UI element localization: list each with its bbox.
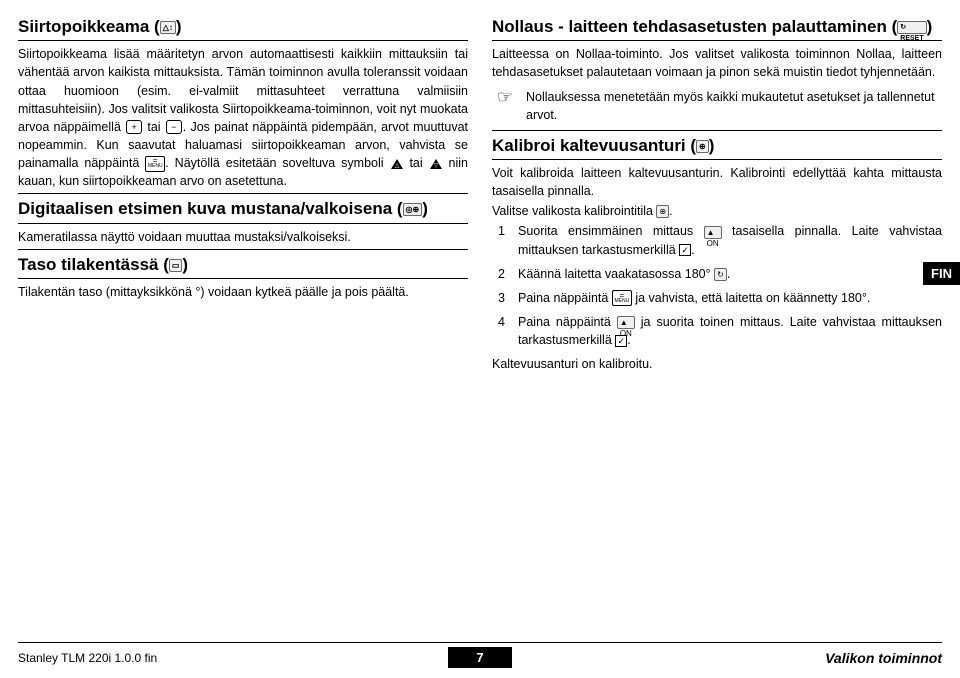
rotate-icon: ↻ bbox=[714, 268, 727, 281]
check-icon: ✓ bbox=[679, 244, 691, 256]
footer-right: Valikon toiminnot bbox=[512, 650, 942, 666]
step-text-2: Käännä laitetta vaakatasossa 180° ↻. bbox=[518, 265, 942, 283]
heading-digital: Digitaalisen etsimen kuva mustana/valkoi… bbox=[18, 198, 468, 219]
step-num-2: 2 bbox=[498, 265, 518, 283]
para-taso: Tilakentän taso (mittayksikkönä °) voida… bbox=[18, 283, 468, 301]
content-area: Siirtopoikkeama (△↕) Siirtopoikkeama lis… bbox=[0, 0, 960, 375]
h1a: Nollaus - laitteen tehdasasetusten palau… bbox=[492, 17, 897, 36]
camera-icon: ◎⊕ bbox=[403, 203, 423, 216]
s3a: Paina näppäintä bbox=[518, 291, 612, 305]
para-siirtopoikkeama: Siirtopoikkeama lisää määritetyn arvon a… bbox=[18, 45, 468, 190]
level-icon: ▭ bbox=[169, 259, 183, 272]
footer-bar: Stanley TLM 220i 1.0.0 fin 7 Valikon toi… bbox=[0, 643, 960, 678]
h2r-end: ) bbox=[709, 136, 715, 155]
h1-text: Siirtopoikkeama ( bbox=[18, 17, 160, 36]
para-nollaus: Laitteessa on Nollaa-toiminto. Jos valit… bbox=[492, 45, 942, 81]
p3b: . bbox=[669, 204, 672, 218]
rule-r1 bbox=[492, 40, 942, 41]
step-text-3: Paina näppäintä =MENU ja vahvista, että … bbox=[518, 289, 942, 307]
minus-button-icon: − bbox=[166, 120, 182, 134]
cal-mode-icon: ⊕ bbox=[656, 205, 669, 218]
rule5 bbox=[18, 278, 468, 279]
svg-text:△: △ bbox=[394, 163, 399, 169]
s3b: ja vahvista, että laitetta on käännetty … bbox=[632, 291, 870, 305]
step-2: 2 Käännä laitetta vaakatasossa 180° ↻. bbox=[498, 265, 942, 283]
s4c: . bbox=[627, 333, 630, 347]
rule bbox=[18, 40, 468, 41]
heading-taso: Taso tilakentässä (▭) bbox=[18, 254, 468, 275]
para-kalibroitu: Kaltevuusanturi on kalibroitu. bbox=[492, 355, 942, 373]
triangle-down-icon: ▽ bbox=[429, 158, 443, 170]
h3-end: ) bbox=[182, 255, 188, 274]
left-column: Siirtopoikkeama (△↕) Siirtopoikkeama lis… bbox=[18, 12, 468, 375]
heading-siirtopoikkeama: Siirtopoikkeama (△↕) bbox=[18, 16, 468, 37]
offset-icon: △↕ bbox=[160, 21, 176, 34]
s4a: Paina näppäintä bbox=[518, 315, 617, 329]
step-num-1: 1 bbox=[498, 222, 518, 258]
check-icon-2: ✓ bbox=[615, 335, 627, 347]
rule4 bbox=[18, 249, 468, 250]
step-text-1: Suorita ensimmäinen mittaus ▲ON tasaisel… bbox=[518, 222, 942, 258]
para-digital: Kameratilassa näyttö voidaan muuttaa mus… bbox=[18, 228, 468, 246]
rule-r2 bbox=[492, 130, 942, 131]
h1b: ) bbox=[927, 17, 933, 36]
p1c: . Näytöllä esitetään soveltuva symboli bbox=[165, 156, 389, 170]
p3a: Valitse valikosta kalibrointitila bbox=[492, 204, 656, 218]
note-block: ☞ Nollauksessa menetetään myös kaikki mu… bbox=[492, 88, 942, 124]
step-4: 4 Paina näppäintä ▲ON ja suorita toinen … bbox=[498, 313, 942, 349]
s2b: . bbox=[727, 267, 730, 281]
step-3: 3 Paina näppäintä =MENU ja vahvista, ett… bbox=[498, 289, 942, 307]
heading-kalibroi: Kalibroi kaltevuusanturi (⊕) bbox=[492, 135, 942, 156]
heading-nollaus: Nollaus - laitteen tehdasasetusten palau… bbox=[492, 16, 942, 37]
svg-text:▽: ▽ bbox=[433, 163, 438, 169]
footer-left: Stanley TLM 220i 1.0.0 fin bbox=[18, 651, 448, 665]
triangle-up-icon: △ bbox=[390, 158, 404, 170]
step-text-4: Paina näppäintä ▲ON ja suorita toinen mi… bbox=[518, 313, 942, 349]
menu-button-icon: =MENU bbox=[145, 156, 165, 172]
h2-end: ) bbox=[422, 199, 428, 218]
h3-text: Taso tilakentässä ( bbox=[18, 255, 169, 274]
tai1: tai bbox=[143, 120, 165, 134]
rule2 bbox=[18, 193, 468, 194]
menu-button-icon-2: =MENU bbox=[612, 290, 632, 306]
step-num-3: 3 bbox=[498, 289, 518, 307]
plus-button-icon: + bbox=[126, 120, 142, 134]
h2r-text: Kalibroi kaltevuusanturi ( bbox=[492, 136, 696, 155]
footer: Stanley TLM 220i 1.0.0 fin 7 Valikon toi… bbox=[0, 642, 960, 678]
on-button-icon-2: ▲ON bbox=[617, 316, 635, 329]
rule3 bbox=[18, 223, 468, 224]
calibrate-icon: ⊕ bbox=[696, 140, 709, 153]
h1-end: ) bbox=[176, 17, 182, 36]
page-number: 7 bbox=[448, 647, 511, 668]
steps-list: 1 Suorita ensimmäinen mittaus ▲ON tasais… bbox=[498, 222, 942, 349]
note-text: Nollauksessa menetetään myös kaikki muka… bbox=[526, 88, 942, 124]
step-num-4: 4 bbox=[498, 313, 518, 349]
pointing-hand-icon: ☞ bbox=[492, 88, 518, 106]
s1c: . bbox=[691, 243, 694, 257]
para-kalibroi-2: Valitse valikosta kalibrointitila ⊕. bbox=[492, 202, 942, 220]
language-tab: FIN bbox=[923, 262, 960, 285]
h2-text: Digitaalisen etsimen kuva mustana/valkoi… bbox=[18, 199, 403, 218]
s2a: Käännä laitetta vaakatasossa 180° bbox=[518, 267, 714, 281]
tai2: tai bbox=[404, 156, 429, 170]
right-column: Nollaus - laitteen tehdasasetusten palau… bbox=[492, 12, 942, 375]
s1a: Suorita ensimmäinen mittaus bbox=[518, 224, 704, 238]
rule-r3 bbox=[492, 159, 942, 160]
reset-icon: ↻RESET bbox=[897, 21, 926, 34]
step-1: 1 Suorita ensimmäinen mittaus ▲ON tasais… bbox=[498, 222, 942, 258]
para-kalibroi-1: Voit kalibroida laitteen kaltevuusanturi… bbox=[492, 164, 942, 200]
on-button-icon: ▲ON bbox=[704, 226, 722, 239]
